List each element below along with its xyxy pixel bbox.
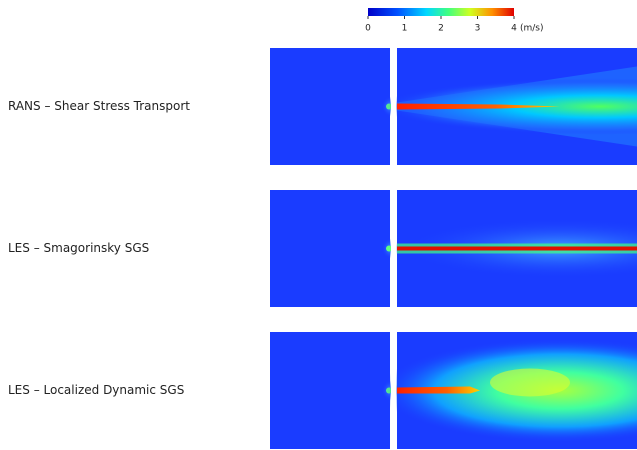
divider xyxy=(391,332,396,449)
divider xyxy=(391,190,396,307)
colorbar-tick-label: 4 xyxy=(511,24,517,34)
colorbar-unit: (m/s) xyxy=(520,24,544,34)
inlet-box xyxy=(270,190,390,307)
figure: (m/s) 0 1 2 3 4 RANS – Shear Stress Transpor… xyxy=(0,0,637,450)
row-label: LES – Localized Dynamic SGS xyxy=(8,383,184,397)
row-label: RANS – Shear Stress Transport xyxy=(8,99,190,113)
row-label: LES – Smagorinsky SGS xyxy=(8,241,149,255)
panels: RANS – Shear Stress Transport LES – Smago… xyxy=(8,48,637,449)
inlet-box xyxy=(270,332,390,449)
inlet-box xyxy=(270,48,390,165)
colorbar-tick-label: 2 xyxy=(438,24,444,34)
colorbar: (m/s) 0 1 2 3 4 xyxy=(365,8,543,34)
colorbar-tick-label: 0 xyxy=(365,24,371,34)
colorbar-tick-label: 1 xyxy=(402,24,408,34)
colorbar-tick-label: 3 xyxy=(475,24,481,34)
colorbar-gradient xyxy=(368,8,514,16)
plume-hot xyxy=(490,369,570,397)
jet-core xyxy=(397,387,480,394)
divider xyxy=(391,48,396,165)
jet-core xyxy=(397,247,637,251)
